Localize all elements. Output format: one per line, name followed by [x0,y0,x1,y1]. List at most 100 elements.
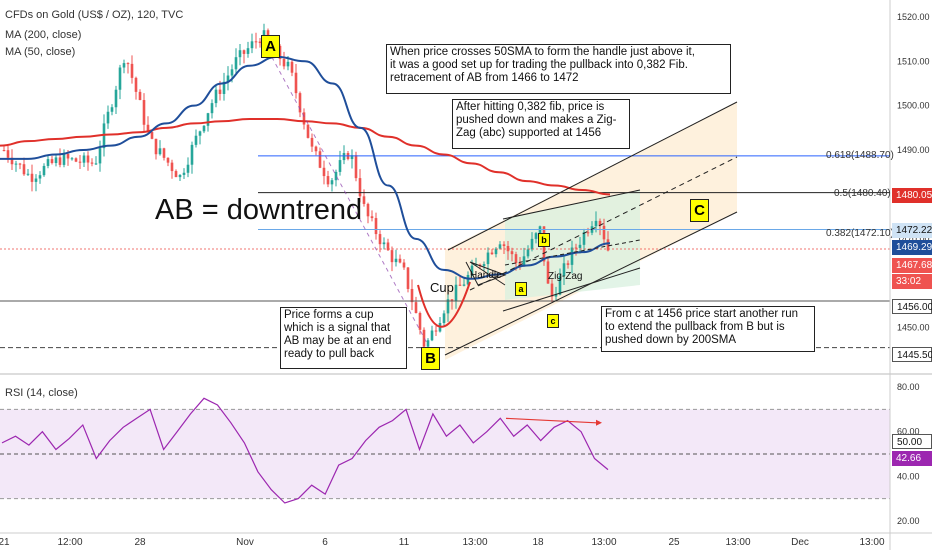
candle-body [166,157,170,163]
cup-label: Cup [430,280,454,295]
candle-body [514,254,518,264]
handle-pattern [465,261,507,286]
candle-body [30,173,34,182]
candle-body [598,220,602,226]
zigzag-upper [502,189,641,220]
handle-label: Handle [470,270,502,281]
candle-body [266,30,270,40]
time-tick-label: 28 [134,537,146,548]
price-tick-label: 1490.00 [897,145,930,155]
time-tick-label: 11 [399,537,410,548]
candle-body [482,264,486,267]
candle-body [306,124,310,138]
time-tick-label: 12:00 [57,537,82,548]
candle-body [206,113,210,126]
rsi-tick-label: 40.00 [897,471,920,481]
rsi-tag-42: 42.66 [892,451,932,466]
rsi-divergence-arrow [596,419,602,426]
candle-body [358,178,362,197]
candle-body [354,155,358,179]
rsi-line [1,397,609,504]
ma50-line [0,55,611,280]
zigzag-median [504,239,641,266]
candle-body [174,171,178,178]
candle-body [90,162,94,164]
pitchfork-median [469,156,738,291]
candle-body [526,249,530,257]
candle-body [242,50,246,54]
candle-body [254,41,258,43]
candle-body [110,107,114,112]
candle-body [502,244,506,246]
candle-body [70,158,74,160]
candle-body [10,157,14,165]
candle-body [450,299,454,302]
candle-body [390,250,394,263]
candle-body [378,234,382,245]
time-tick-label: 21 [0,537,10,548]
candle-body [162,148,166,158]
zigzag-label: Zig-Zag [548,271,582,282]
candle-body [78,161,82,163]
note-cup: Price forms a cup which is a signal that… [280,307,407,369]
candle-body [322,167,326,177]
candle-body [398,258,402,263]
candle-body [230,69,234,76]
candle-body [50,159,54,163]
candle-body [218,89,222,94]
candle-body [518,263,522,266]
candle-body [426,340,430,347]
candle-body [454,284,458,302]
candle-body [134,77,138,92]
candle-body [546,261,550,284]
candle-body [406,267,410,289]
candle-body [334,171,338,181]
badge-b: B [421,347,440,370]
note-c-run: From c at 1456 price start another run t… [601,306,815,352]
candle-body [474,264,478,266]
candle-body [294,72,298,94]
chart-title: CFDs on Gold (US$ / OZ), 120, TVC [5,9,184,21]
candle-body [402,262,406,268]
candle-body [194,135,198,145]
candle-body [66,153,70,159]
candle-body [42,165,46,176]
candle-body [142,100,146,125]
candle-body [534,233,538,239]
price-tick-label: 1520.00 [897,12,930,22]
candle-body [246,48,250,54]
candle-body [362,196,366,204]
time-tick-label: 18 [532,537,544,548]
candle-body [122,63,126,68]
candle-body [82,155,86,163]
candle-body [118,67,122,90]
rsi-tick-label: 80.00 [897,382,920,392]
candle-body [182,172,186,175]
candle-body [54,157,58,163]
candle-body [234,57,238,70]
candle-body [366,203,370,217]
fib-382-label: 0.382(1472.10) [826,228,894,239]
candle-body [562,263,566,276]
rsi-tick-label: 20.00 [897,516,920,526]
candle-body [178,174,182,178]
candle-body [278,45,282,60]
ma200-legend: MA (200, close) [5,29,82,41]
candle-body [606,239,610,251]
candle-body [34,178,38,182]
candle-body [326,176,330,185]
candle-body [382,242,386,245]
candle-body [318,151,322,168]
candle-body [394,258,398,263]
small-badge-a: a [515,282,527,296]
candle-body [470,265,474,275]
time-tick-label: 13:00 [591,537,616,548]
candle-body [86,155,90,163]
candle-body [190,144,194,165]
candle-body [582,232,586,245]
candle-body [38,175,42,179]
candle-body [98,148,102,164]
price-tick-label: 1470.00 [897,234,930,244]
candle-body [490,252,494,255]
candle-body [2,150,6,152]
